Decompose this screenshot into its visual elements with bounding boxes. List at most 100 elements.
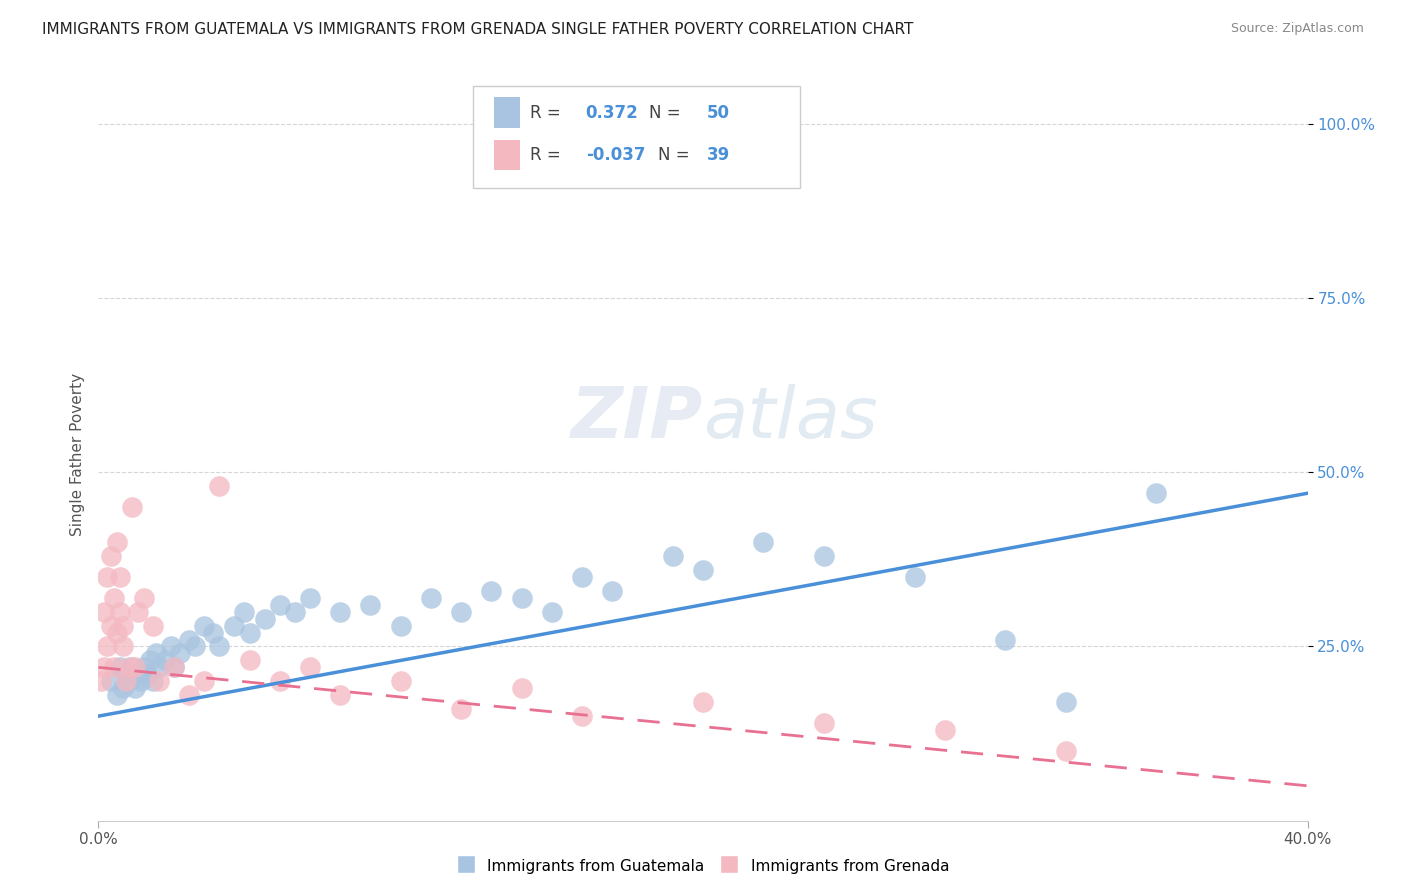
Point [813,716,835,731]
Point [127,605,149,619]
Text: atlas: atlas [703,384,877,453]
Point [269,674,291,689]
Point [121,660,143,674]
Point [239,653,262,667]
Text: -0.037: -0.037 [586,146,645,164]
Point [389,618,412,632]
Point [540,605,562,619]
Bar [494,140,520,170]
Point [510,681,533,696]
Text: 0.372: 0.372 [586,103,638,121]
Point [108,660,131,674]
Point [389,674,412,689]
Point [813,549,835,563]
Point [450,605,472,619]
Point [105,688,128,702]
Point [481,583,503,598]
Point [105,625,128,640]
Point [90,674,112,689]
Point [224,618,246,632]
Point [571,709,593,723]
Point [111,640,134,654]
Text: 39: 39 [707,146,730,164]
Legend: Immigrants from Guatemala, Immigrants from Grenada: Immigrants from Guatemala, Immigrants fr… [451,852,955,880]
Point [93,660,115,674]
Text: 50: 50 [707,103,730,121]
Point [96,640,118,654]
Point [179,632,201,647]
Point [934,723,956,737]
Point [111,681,134,696]
Point [1054,744,1077,758]
Point [142,674,165,689]
Point [208,479,231,493]
Point [103,591,125,605]
Point [692,695,714,709]
Point [121,500,143,515]
Point [420,591,443,605]
Point [184,640,207,654]
Point [111,618,134,632]
Point [105,535,128,549]
Point [160,640,183,654]
Point [329,605,352,619]
Point [100,618,122,632]
Point [124,681,146,696]
Point [450,702,472,716]
Point [179,688,201,702]
Point [692,563,714,577]
Point [142,618,165,632]
Point [193,674,215,689]
Point [148,660,170,674]
Point [132,591,155,605]
Point [208,640,231,654]
Point [360,598,382,612]
Text: N =: N = [658,146,695,164]
Point [100,674,122,689]
Point [661,549,683,563]
Point [752,535,775,549]
Point [329,688,352,702]
Point [163,660,186,674]
Point [202,625,225,640]
Text: N =: N = [648,103,686,121]
Point [124,660,146,674]
Point [103,660,125,674]
Point [232,605,254,619]
Point [96,570,118,584]
Point [284,605,307,619]
Point [145,647,167,661]
FancyBboxPatch shape [474,86,800,188]
Point [93,605,115,619]
Point [904,570,927,584]
Point [129,674,152,689]
Point [108,570,131,584]
Point [135,667,157,681]
Y-axis label: Single Father Poverty: Single Father Poverty [69,374,84,536]
Point [193,618,215,632]
Point [299,591,322,605]
Point [1054,695,1077,709]
Point [269,598,291,612]
Point [253,612,276,626]
Point [163,660,186,674]
Point [510,591,533,605]
Point [108,605,131,619]
Point [127,667,149,681]
Text: IMMIGRANTS FROM GUATEMALA VS IMMIGRANTS FROM GRENADA SINGLE FATHER POVERTY CORRE: IMMIGRANTS FROM GUATEMALA VS IMMIGRANTS … [42,22,914,37]
Text: ZIP: ZIP [571,384,703,453]
Point [114,667,136,681]
Text: R =: R = [530,146,567,164]
Point [299,660,322,674]
Point [1144,486,1167,500]
Point [571,570,593,584]
Point [239,625,262,640]
Point [100,549,122,563]
Point [169,647,191,661]
Text: R =: R = [530,103,567,121]
Point [139,653,162,667]
Point [114,674,136,689]
Bar [494,97,520,128]
Point [602,583,624,598]
Point [118,660,141,674]
